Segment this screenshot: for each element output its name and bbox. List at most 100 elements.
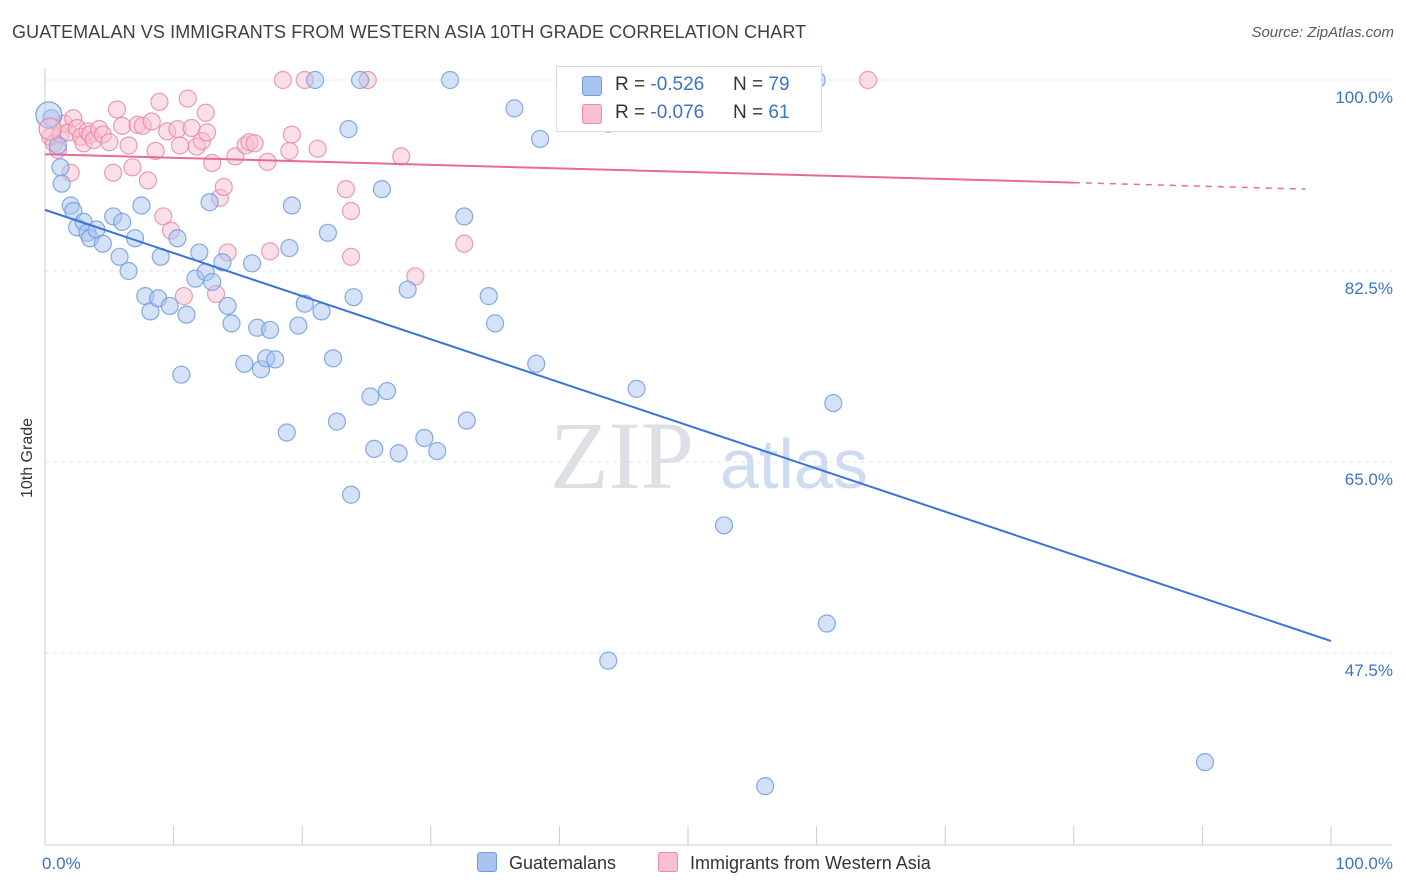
point-western-asia-49 [258, 152, 277, 171]
point-western-asia-17 [104, 163, 123, 182]
n-label: N = [733, 102, 769, 123]
n-label: N = [733, 74, 769, 95]
point-western-asia-33 [174, 287, 193, 306]
point-western-asia-53 [282, 125, 302, 144]
point-western-asia-55 [308, 139, 327, 158]
legend-item-guatemalans[interactable]: Guatemalans [477, 852, 616, 874]
axes [44, 68, 1392, 846]
point-guatemalans-49 [323, 349, 343, 368]
legend-swatch-guatemalans [477, 852, 497, 872]
point-guatemalans-68 [505, 99, 524, 118]
point-guatemalans-32 [218, 296, 237, 316]
point-western-asia-48 [245, 134, 264, 153]
point-guatemalans-66 [479, 287, 498, 306]
tick-labels: 100.0% 82.5% 65.0% 47.5% 0.0% 100.0% [42, 88, 1393, 873]
legend-item-western-asia[interactable]: Immigrants from Western Asia [658, 852, 931, 874]
point-guatemalans-22 [160, 296, 179, 316]
point-guatemalans-23 [168, 229, 187, 248]
point-western-asia-27 [150, 92, 169, 111]
point-western-asia-56 [336, 180, 356, 199]
trend-lines [44, 153, 1332, 642]
point-guatemalans-11 [93, 234, 112, 253]
point-guatemalans-52 [341, 485, 361, 504]
point-guatemalans-59 [389, 444, 408, 463]
point-western-asia-58 [341, 201, 361, 221]
point-guatemalans-25 [177, 305, 196, 324]
r-label: R = [615, 74, 651, 95]
point-guatemalans-44 [289, 316, 308, 335]
point-guatemalans-78 [1195, 753, 1215, 772]
point-guatemalans-60 [398, 280, 417, 299]
n-value-guatemalans: 79 [768, 74, 790, 95]
trend-line-western-asia-extension [1073, 181, 1306, 190]
source-label: Source: ZipAtlas.com [1251, 24, 1394, 41]
data-points [35, 70, 1215, 796]
y-tick-label-3: 47.5% [1345, 661, 1393, 680]
point-guatemalans-2 [51, 158, 70, 177]
point-guatemalans-77 [824, 393, 843, 413]
point-guatemalans-62 [428, 441, 447, 461]
x-tick-label-max: 100.0% [1335, 854, 1393, 873]
point-western-asia-cluster [38, 117, 62, 141]
point-guatemalans-34 [235, 354, 254, 373]
point-guatemalans-64 [455, 207, 474, 226]
point-guatemalans-76 [817, 614, 836, 633]
point-guatemalans-56 [365, 439, 384, 459]
y-tick-label-2: 65.0% [1345, 470, 1393, 489]
point-guatemalans-41 [277, 423, 296, 442]
point-guatemalans-55 [361, 387, 380, 406]
point-guatemalans-13 [110, 247, 129, 266]
series-legend: Guatemalans Immigrants from Western Asia [0, 852, 1406, 878]
watermark-atlas: atlas [720, 425, 868, 503]
point-western-asia-24 [138, 171, 157, 190]
point-western-asia-40 [203, 153, 222, 173]
point-western-asia-26 [146, 141, 165, 161]
point-guatemalans-73 [627, 379, 646, 398]
stats-legend: R = -0.526 N = 79 R = -0.076 N = 61 [556, 66, 822, 132]
stats-row-western-asia: R = -0.076 N = 61 [557, 100, 821, 128]
watermark: ZIP atlas [550, 402, 868, 509]
point-western-asia-16 [100, 133, 119, 152]
n-value-western-asia: 61 [768, 102, 790, 123]
y-tick-label-1: 82.5% [1345, 279, 1393, 298]
r-label: R = [615, 102, 651, 123]
point-western-asia-34 [178, 89, 197, 108]
point-guatemalans-33 [222, 314, 241, 333]
point-western-asia-60 [392, 147, 411, 166]
point-guatemalans-3 [52, 174, 71, 193]
trend-line-guatemalans [44, 208, 1332, 642]
point-guatemalans-50 [327, 412, 347, 431]
point-western-asia-51 [273, 70, 293, 90]
legend-swatch-western-asia [658, 852, 678, 872]
point-guatemalans-14 [113, 212, 132, 231]
point-guatemalans-58 [377, 381, 397, 401]
point-guatemalans-29 [200, 193, 219, 212]
point-guatemalans-65 [457, 411, 476, 430]
point-guatemalans-69 [527, 354, 546, 373]
point-guatemalans-57 [372, 180, 392, 199]
point-guatemalans-79 [756, 777, 775, 796]
point-guatemalans-40 [266, 350, 285, 369]
point-western-asia-25 [142, 112, 161, 131]
point-guatemalans-30 [203, 272, 222, 292]
point-western-asia-18 [107, 100, 127, 119]
trend-line-western-asia [44, 153, 1074, 184]
point-guatemalans-31 [213, 253, 232, 272]
point-guatemalans-53 [344, 288, 363, 307]
point-western-asia-32 [170, 136, 190, 155]
point-guatemalans-43 [282, 196, 302, 215]
swatch-western-asia [582, 104, 602, 124]
point-western-asia-39 [197, 123, 217, 142]
r-value-guatemalans: -0.526 [650, 74, 705, 95]
point-guatemalans-15 [119, 261, 138, 281]
watermark-zip: ZIP [550, 402, 694, 509]
point-western-asia-19 [113, 116, 132, 135]
point-guatemalans-67 [486, 314, 505, 333]
point-guatemalans-45 [295, 294, 314, 313]
point-western-asia-43 [214, 177, 233, 197]
point-western-asia-57 [341, 247, 361, 266]
point-western-asia-28 [154, 207, 173, 226]
point-guatemalans-27 [190, 243, 209, 262]
point-western-asia-62 [455, 234, 474, 253]
